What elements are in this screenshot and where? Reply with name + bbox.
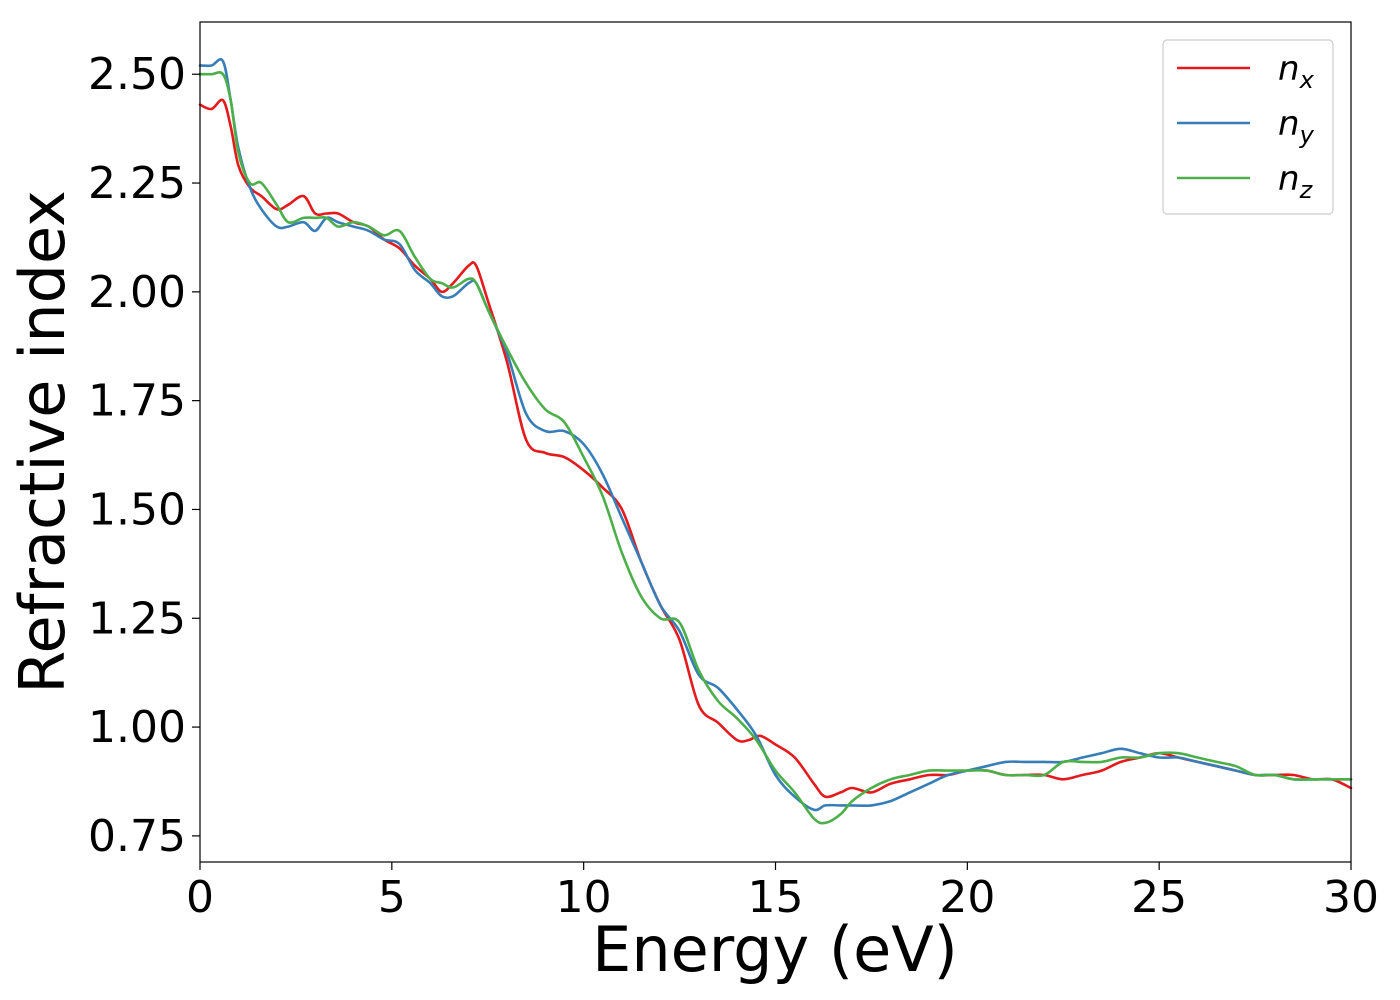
y-axis-ticks: 0.75 1.00 1.25 1.50 1.75 2.00 2.25 2.50 xyxy=(88,49,200,862)
x-tick-label: 20 xyxy=(939,872,995,923)
y-tick-label: 1.50 xyxy=(88,484,186,535)
series-line-nx xyxy=(198,98,1353,799)
series-line-nz xyxy=(198,71,1353,825)
x-axis-label: Energy (eV) xyxy=(592,913,958,986)
x-tick-label: 10 xyxy=(556,872,612,923)
y-tick-label: 2.00 xyxy=(88,267,186,318)
y-tick-label: 2.50 xyxy=(88,49,186,100)
legend-label-y: ny xyxy=(1278,104,1315,149)
series-line-ny xyxy=(198,58,1353,812)
y-tick-label: 1.25 xyxy=(88,593,186,644)
legend-entries: nx ny nz xyxy=(1177,49,1315,204)
legend-label-x: nx xyxy=(1278,49,1315,94)
x-tick-label: 15 xyxy=(748,872,804,923)
y-tick-label: 1.00 xyxy=(88,702,186,753)
x-tick-label: 25 xyxy=(1131,872,1187,923)
x-tick-label: 5 xyxy=(378,872,406,923)
y-tick-label: 2.25 xyxy=(88,158,186,209)
legend-label-z: nz xyxy=(1278,159,1314,204)
y-tick-label: 0.75 xyxy=(88,811,186,862)
x-axis-ticks: 0 5 10 15 20 25 30 xyxy=(186,862,1379,923)
legend-box xyxy=(1162,39,1334,215)
y-axis-label: Refractive index xyxy=(6,190,79,694)
legend: nx ny nz xyxy=(1162,39,1334,215)
x-tick-label: 0 xyxy=(186,872,214,923)
y-tick-label: 1.75 xyxy=(88,376,186,427)
series-layer xyxy=(198,58,1353,825)
x-tick-label: 30 xyxy=(1323,872,1379,923)
